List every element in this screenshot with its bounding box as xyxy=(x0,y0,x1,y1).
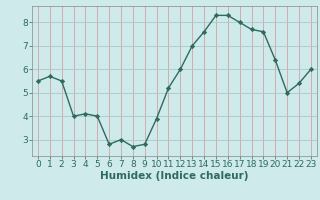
X-axis label: Humidex (Indice chaleur): Humidex (Indice chaleur) xyxy=(100,171,249,181)
